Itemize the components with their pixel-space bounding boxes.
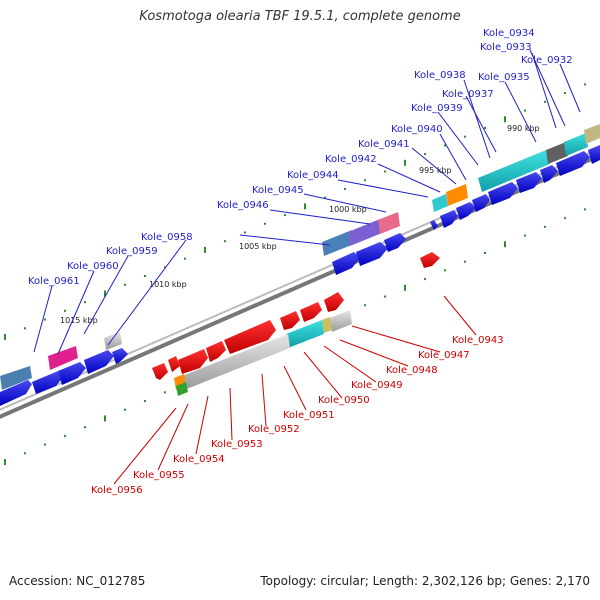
gene-block	[348, 219, 382, 246]
gene-block	[104, 332, 122, 350]
gene-label[interactable]: Kole_0953	[211, 439, 263, 450]
gene-block	[446, 184, 468, 206]
gene-block	[0, 366, 32, 390]
accession-text: Accession: NC_012785	[9, 574, 146, 588]
gene-label[interactable]: Kole_0932	[521, 55, 573, 66]
gene-block	[478, 150, 550, 192]
reverse-gene-labels: Kole_0943 Kole_0947 Kole_0948 Kole_0949 …	[91, 335, 504, 496]
gene-block	[330, 310, 352, 332]
gene-arrow	[420, 252, 440, 268]
gene-arrow	[178, 349, 208, 374]
gene-arrow	[0, 380, 32, 406]
gene-label[interactable]: Kole_0949	[351, 380, 403, 391]
gene-label[interactable]: Kole_0940	[391, 124, 443, 135]
gene-arrow	[384, 233, 406, 252]
gene-arrow	[324, 292, 344, 312]
reverse-feature-blocks	[174, 310, 352, 396]
gene-label[interactable]: Kole_0937	[442, 89, 494, 100]
gene-block	[432, 194, 448, 212]
gene-label[interactable]: Kole_0947	[418, 350, 470, 361]
gene-arrow	[206, 341, 226, 362]
scale-label: 1010 kbp	[149, 280, 187, 289]
gene-arrow	[332, 252, 360, 275]
gene-arrow	[356, 242, 388, 266]
gene-label[interactable]: Kole_0952	[248, 424, 300, 435]
gene-block	[564, 133, 588, 156]
gene-label[interactable]: Kole_0960	[67, 261, 119, 272]
gene-label[interactable]: Kole_0944	[287, 170, 339, 181]
gene-arrow	[540, 165, 558, 183]
forward-feature-blocks	[0, 124, 600, 390]
gene-label[interactable]: Kole_0946	[217, 200, 269, 211]
gene-label[interactable]: Kole_0958	[141, 232, 193, 243]
gene-block	[584, 124, 600, 144]
scale-ticks-upper	[4, 83, 586, 340]
reverse-strand-genes	[152, 252, 440, 380]
scale-label: 995 kbp	[419, 166, 452, 175]
gene-label[interactable]: Kole_0945	[252, 185, 304, 196]
gene-arrow	[280, 311, 300, 330]
scale-label: 990 kbp	[507, 124, 540, 133]
gene-label[interactable]: Kole_0951	[283, 410, 335, 421]
reverse-leader-lines	[113, 295, 477, 485]
gene-label[interactable]: Kole_0941	[358, 139, 410, 150]
gene-arrow	[32, 371, 64, 394]
gene-arrow	[588, 145, 600, 164]
topology-summary: Topology: circular; Length: 2,302,126 bp…	[260, 574, 590, 588]
gene-label[interactable]: Kole_0934	[483, 28, 535, 39]
scale-label: 1005 kbp	[239, 242, 277, 251]
gene-arrow	[456, 202, 476, 220]
gene-block	[182, 334, 290, 390]
gene-block	[322, 317, 332, 333]
gene-arrow	[488, 182, 518, 205]
gene-label[interactable]: Kole_0959	[106, 246, 158, 257]
gene-arrow	[84, 350, 114, 374]
gene-label[interactable]: Kole_0943	[452, 335, 504, 346]
gene-block	[48, 346, 78, 370]
gene-block	[286, 320, 324, 348]
scale-labels: 990 kbp 995 kbp 1000 kbp 1005 kbp 1010 k…	[60, 124, 540, 325]
gene-label[interactable]: Kole_0956	[91, 485, 143, 496]
forward-strand-genes	[0, 145, 600, 406]
gene-arrow	[152, 363, 168, 380]
gene-arrow	[472, 194, 490, 212]
gene-arrow	[440, 210, 458, 228]
gene-arrow	[516, 172, 542, 193]
gene-arrow	[556, 151, 590, 176]
forward-gene-labels: Kole_0934 Kole_0933 Kole_0932 Kole_0938 …	[28, 28, 573, 287]
gene-arrow	[58, 362, 86, 385]
gene-label[interactable]: Kole_0935	[478, 72, 530, 83]
gene-label[interactable]: Kole_0961	[28, 276, 80, 287]
gene-arrow	[168, 356, 180, 372]
gene-arrow	[112, 348, 128, 364]
forward-leader-lines	[33, 49, 581, 355]
scale-label: 1015 kbp	[60, 316, 98, 325]
gene-block	[176, 382, 188, 396]
gene-block	[378, 212, 400, 234]
gene-block	[322, 230, 354, 256]
gene-arrow	[224, 320, 276, 354]
gene-label[interactable]: Kole_0939	[411, 103, 463, 114]
gene-label[interactable]: Kole_0938	[414, 70, 466, 81]
gene-block	[546, 142, 568, 164]
gene-label[interactable]: Kole_0955	[133, 470, 185, 481]
gene-label[interactable]: Kole_0948	[386, 365, 438, 376]
gene-label[interactable]: Kole_0954	[173, 454, 225, 465]
gene-arrow	[300, 302, 322, 322]
gene-label[interactable]: Kole_0942	[325, 154, 377, 165]
gene-arrow	[430, 220, 438, 230]
gene-label[interactable]: Kole_0933	[480, 42, 532, 53]
map-title: Kosmotoga olearia TBF 19.5.1, complete g…	[139, 9, 461, 24]
scale-label: 1000 kbp	[329, 205, 367, 214]
gene-label[interactable]: Kole_0950	[318, 395, 370, 406]
